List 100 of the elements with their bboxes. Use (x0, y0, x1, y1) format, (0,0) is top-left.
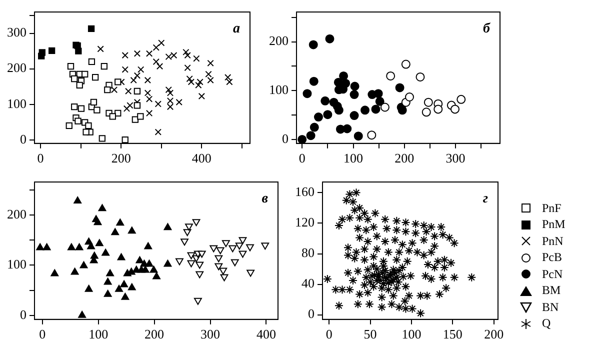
point (182, 48, 190, 56)
point (146, 50, 153, 57)
point (115, 284, 123, 292)
y-tick-label: 200 (7, 60, 26, 76)
y-tick-label: 100 (7, 96, 26, 111)
y-tick-label: 100 (7, 256, 26, 272)
point (137, 113, 144, 120)
point (450, 104, 460, 114)
point (36, 243, 44, 250)
point (342, 124, 352, 134)
point (136, 256, 144, 264)
point (110, 86, 118, 94)
point (78, 310, 86, 318)
y-tick-label: 100 (269, 82, 288, 98)
point (386, 71, 396, 80)
legend-label: BM (542, 283, 561, 298)
point (88, 58, 96, 66)
point (94, 218, 102, 226)
point (104, 278, 112, 285)
point (195, 82, 202, 88)
point (38, 49, 46, 56)
point (94, 106, 100, 114)
point (188, 78, 195, 86)
point (186, 75, 193, 82)
point (42, 243, 51, 250)
point (184, 64, 191, 72)
x-tick-label: 100 (344, 150, 364, 166)
point (334, 106, 344, 115)
point (134, 88, 141, 95)
point (198, 92, 205, 100)
point (109, 113, 116, 120)
point (116, 218, 124, 226)
x-tick-label: 150 (442, 326, 462, 342)
point (375, 96, 384, 106)
point (302, 89, 312, 98)
point (98, 204, 106, 212)
point (144, 242, 152, 250)
point (106, 269, 114, 276)
point (128, 283, 136, 290)
point (67, 243, 76, 250)
point (164, 260, 172, 267)
x-tick-label: 200 (484, 326, 504, 342)
point (145, 260, 154, 267)
point (422, 108, 431, 117)
point (128, 226, 136, 234)
y-tick-label: 160 (295, 184, 314, 200)
point (309, 76, 318, 86)
point (82, 128, 90, 136)
point (196, 78, 204, 86)
x-tick-label: 200 (144, 326, 164, 342)
y-tick-label: 0 (282, 130, 288, 146)
x-tick-label: 400 (256, 326, 276, 342)
point (146, 110, 153, 117)
x-tick-label: 200 (111, 150, 131, 166)
point (314, 112, 323, 122)
x-tick-label: 200 (394, 150, 414, 166)
y-tick-label: 0 (20, 131, 26, 146)
point (156, 63, 164, 70)
point (90, 98, 98, 106)
point (339, 71, 348, 80)
point (74, 118, 82, 124)
point (95, 239, 104, 246)
point (150, 266, 158, 273)
point (354, 132, 363, 141)
x-tick-label: 100 (88, 326, 108, 342)
point (78, 105, 85, 112)
point (165, 53, 172, 60)
x-tick-label: 100 (402, 326, 422, 342)
point (350, 90, 359, 100)
point (121, 292, 130, 300)
point (434, 104, 443, 114)
point (374, 89, 383, 98)
point (70, 268, 79, 275)
point (82, 70, 88, 78)
point (118, 78, 125, 86)
point (184, 52, 191, 59)
point (323, 110, 332, 120)
point (158, 40, 165, 46)
point (152, 272, 160, 280)
point (92, 74, 99, 81)
point (85, 122, 92, 129)
point (424, 98, 433, 107)
point (350, 82, 360, 91)
x-tick-label: 300 (446, 150, 466, 166)
point (98, 135, 106, 142)
point (120, 280, 128, 288)
point (456, 94, 466, 104)
point (176, 98, 182, 106)
point (134, 72, 141, 79)
point (71, 75, 78, 82)
point (117, 253, 126, 260)
point (405, 92, 414, 102)
point (48, 47, 56, 54)
y-tick-label: 0 (308, 306, 314, 322)
text: PcN (542, 266, 563, 282)
point (75, 48, 82, 54)
point (380, 102, 390, 112)
x-tick-label: 0 (39, 326, 46, 342)
point (308, 40, 318, 50)
point (152, 58, 160, 66)
